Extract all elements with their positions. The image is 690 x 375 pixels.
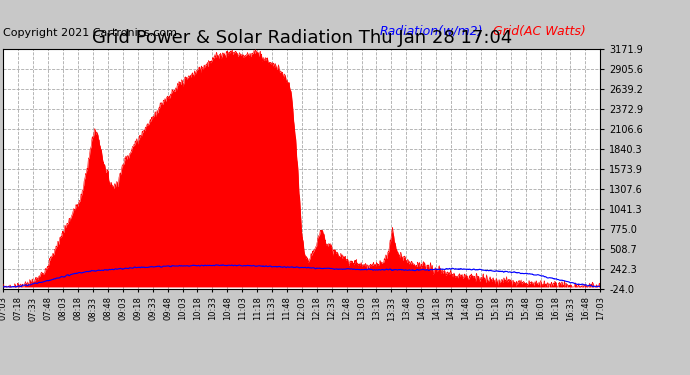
Text: Grid(AC Watts): Grid(AC Watts) [493, 25, 586, 38]
Title: Grid Power & Solar Radiation Thu Jan 28 17:04: Grid Power & Solar Radiation Thu Jan 28 … [92, 29, 512, 47]
Text: Copyright 2021 Cartronics.com: Copyright 2021 Cartronics.com [3, 28, 177, 38]
Text: Radiation(w/m2): Radiation(w/m2) [380, 25, 483, 38]
